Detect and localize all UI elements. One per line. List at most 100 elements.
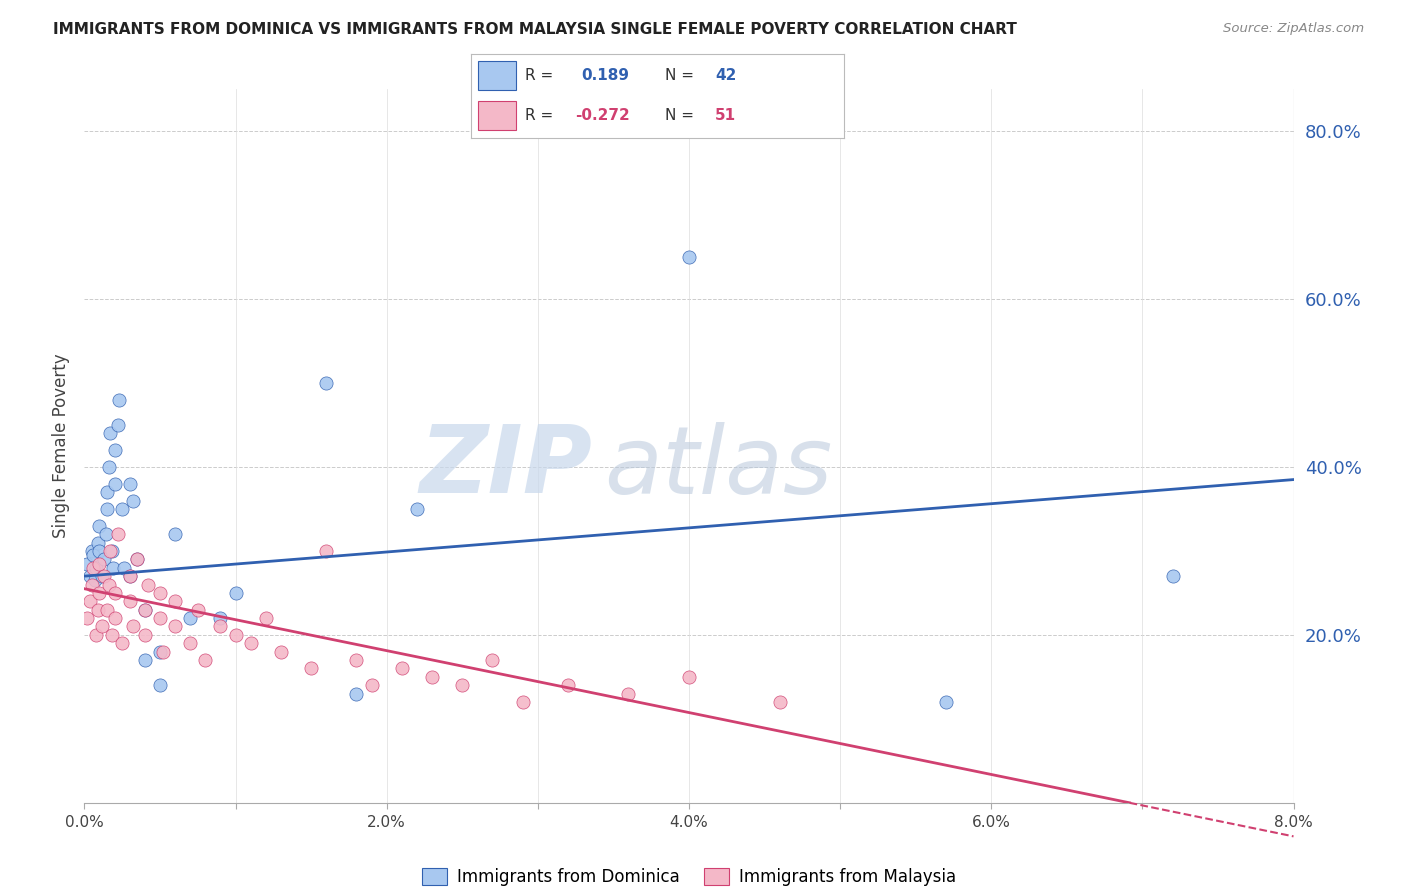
Point bbox=[149, 645, 172, 659]
Point bbox=[108, 392, 131, 407]
Point bbox=[165, 527, 187, 541]
Point bbox=[127, 552, 149, 566]
Point bbox=[121, 493, 143, 508]
Point bbox=[104, 611, 127, 625]
Point bbox=[617, 687, 640, 701]
Text: ZIP: ZIP bbox=[419, 421, 592, 514]
Point bbox=[107, 527, 129, 541]
Point bbox=[118, 569, 141, 583]
Point bbox=[100, 544, 122, 558]
Point bbox=[79, 569, 101, 583]
Point bbox=[557, 678, 579, 692]
Text: 0.189: 0.189 bbox=[581, 68, 628, 83]
Point bbox=[93, 552, 115, 566]
Legend: Immigrants from Dominica, Immigrants from Malaysia: Immigrants from Dominica, Immigrants fro… bbox=[415, 861, 963, 892]
Point bbox=[315, 544, 337, 558]
FancyBboxPatch shape bbox=[478, 62, 516, 90]
Point bbox=[112, 560, 135, 574]
Point bbox=[96, 502, 118, 516]
Point bbox=[118, 594, 141, 608]
Point bbox=[678, 250, 700, 264]
Point bbox=[111, 502, 134, 516]
Point bbox=[209, 611, 232, 625]
Text: N =: N = bbox=[665, 108, 693, 123]
Point bbox=[86, 560, 108, 574]
Text: N =: N = bbox=[665, 68, 693, 83]
Point bbox=[270, 645, 292, 659]
Point bbox=[346, 687, 368, 701]
Point bbox=[101, 560, 124, 574]
Point bbox=[118, 476, 141, 491]
Y-axis label: Single Female Poverty: Single Female Poverty bbox=[52, 354, 70, 538]
Point bbox=[89, 557, 111, 571]
Point bbox=[97, 460, 120, 475]
Point bbox=[165, 594, 187, 608]
Point bbox=[80, 577, 103, 591]
Point bbox=[118, 569, 141, 583]
Point bbox=[91, 619, 114, 633]
Point bbox=[391, 661, 413, 675]
Point bbox=[107, 417, 129, 432]
Point bbox=[481, 653, 503, 667]
Point bbox=[89, 544, 111, 558]
Point bbox=[91, 569, 114, 583]
Text: 51: 51 bbox=[716, 108, 737, 123]
Point bbox=[82, 548, 104, 562]
Point bbox=[1161, 569, 1184, 583]
Point bbox=[134, 603, 156, 617]
Point bbox=[420, 670, 443, 684]
Point bbox=[104, 443, 127, 458]
Point bbox=[80, 544, 103, 558]
Point bbox=[149, 611, 172, 625]
Point bbox=[79, 594, 101, 608]
Point bbox=[94, 527, 117, 541]
Point bbox=[225, 586, 247, 600]
Point bbox=[187, 603, 209, 617]
Text: R =: R = bbox=[524, 108, 554, 123]
Point bbox=[84, 574, 107, 588]
Point bbox=[76, 557, 98, 571]
Point bbox=[209, 619, 232, 633]
Text: IMMIGRANTS FROM DOMINICA VS IMMIGRANTS FROM MALAYSIA SINGLE FEMALE POVERTY CORRE: IMMIGRANTS FROM DOMINICA VS IMMIGRANTS F… bbox=[53, 22, 1018, 37]
Point bbox=[179, 636, 201, 650]
Point bbox=[104, 476, 127, 491]
Point bbox=[239, 636, 262, 650]
Point bbox=[134, 603, 156, 617]
Point bbox=[87, 603, 110, 617]
Point bbox=[96, 603, 118, 617]
Point bbox=[93, 569, 115, 583]
FancyBboxPatch shape bbox=[478, 101, 516, 130]
Point bbox=[360, 678, 382, 692]
Point bbox=[104, 586, 127, 600]
Point bbox=[299, 661, 322, 675]
Point bbox=[315, 376, 337, 390]
Point bbox=[87, 535, 110, 549]
Point bbox=[76, 611, 98, 625]
Point bbox=[96, 485, 118, 500]
Point bbox=[98, 426, 121, 441]
Point bbox=[100, 628, 122, 642]
Point bbox=[89, 586, 111, 600]
Point bbox=[194, 653, 217, 667]
Point bbox=[406, 502, 429, 516]
Text: Source: ZipAtlas.com: Source: ZipAtlas.com bbox=[1223, 22, 1364, 36]
Point bbox=[121, 619, 143, 633]
Text: R =: R = bbox=[524, 68, 554, 83]
Text: -0.272: -0.272 bbox=[575, 108, 630, 123]
Point bbox=[111, 636, 134, 650]
Point bbox=[451, 678, 474, 692]
Point bbox=[127, 552, 149, 566]
Point bbox=[86, 628, 108, 642]
Point bbox=[98, 544, 121, 558]
Point bbox=[149, 586, 172, 600]
Point bbox=[512, 695, 534, 709]
Point bbox=[769, 695, 792, 709]
Point bbox=[165, 619, 187, 633]
Point bbox=[346, 653, 368, 667]
Point bbox=[136, 577, 159, 591]
Point bbox=[134, 653, 156, 667]
Point bbox=[82, 560, 104, 574]
Point bbox=[254, 611, 277, 625]
Text: 42: 42 bbox=[716, 68, 737, 83]
Point bbox=[97, 577, 120, 591]
